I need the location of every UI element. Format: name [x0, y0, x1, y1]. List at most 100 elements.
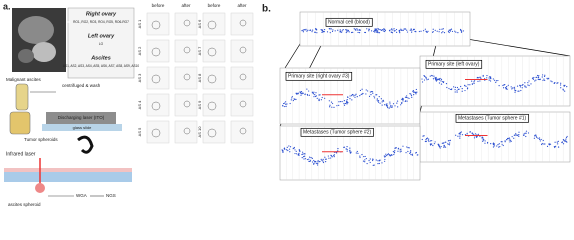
cnv-dot [425, 77, 427, 79]
cnv-dot [415, 92, 417, 94]
cnv-dot [433, 143, 436, 145]
box-title: Right ovary [86, 11, 117, 17]
cnv-dot [301, 153, 303, 156]
cnv-dot [425, 76, 427, 78]
cnv-dot [443, 81, 445, 83]
cnv-dot [377, 28, 379, 30]
cnv-dot [386, 103, 388, 105]
cnv-dot [316, 162, 318, 165]
cnv-dot [533, 76, 535, 79]
cnv-dot [441, 81, 444, 83]
cnv-dot [541, 143, 543, 146]
cnv-dot [342, 29, 344, 31]
cnv-dot [508, 137, 511, 139]
plot-label: Primary site (right ovary #3) [288, 73, 350, 79]
cnv-dot [310, 157, 312, 159]
cnv-dot [324, 97, 326, 99]
cnv-dot [515, 90, 517, 92]
row-label: AS 7 [197, 46, 202, 55]
cnv-dot [480, 77, 482, 79]
cnv-dot [406, 146, 408, 148]
cnv-dot [345, 29, 348, 31]
cnv-dot [432, 30, 434, 33]
cnv-dot [451, 30, 454, 33]
cnv-dot [411, 153, 413, 155]
cnv-dot [316, 161, 318, 163]
cnv-dot [518, 90, 520, 92]
cnv-dot [565, 136, 568, 139]
cnv-dot [457, 32, 459, 34]
cnv-dot [357, 31, 359, 34]
cnv-dot [557, 146, 560, 148]
cnv-dot [423, 79, 426, 81]
row-label: AS 8 [197, 73, 202, 82]
cnv-dot [314, 94, 316, 96]
cnv-dot [402, 29, 404, 31]
cnv-dot [429, 75, 431, 77]
cnv-dot [355, 93, 357, 95]
cnv-dot [422, 30, 425, 32]
cnv-dot [406, 31, 409, 33]
cnv-dot [299, 150, 301, 152]
cnv-dot [366, 28, 368, 30]
cnv-dot [303, 158, 305, 160]
cnv-dot [372, 158, 374, 160]
micrograph [202, 12, 226, 36]
cnv-dot [311, 31, 313, 33]
cnv-dot [316, 29, 318, 31]
cnv-dot [461, 88, 463, 90]
cnv-dot [426, 31, 428, 34]
cell [183, 46, 191, 54]
cnv-dot [337, 29, 339, 31]
cnv-dot [399, 31, 401, 34]
cnv-dot [501, 143, 503, 145]
cnv-dot [464, 133, 466, 136]
cnv-dot [532, 78, 535, 80]
cnv-dot [556, 82, 558, 84]
cnv-dot [290, 99, 292, 101]
row-label: AS 1 [137, 19, 142, 28]
micrograph [174, 66, 198, 90]
row-label: AS 2 [137, 46, 142, 55]
cnv-dot [346, 150, 348, 152]
cnv-dot [474, 133, 477, 135]
cnv-dot [309, 159, 312, 161]
micrograph [146, 93, 170, 117]
cnv-dot [505, 87, 508, 89]
cnv-dot [518, 131, 520, 133]
cnv-dot [410, 94, 413, 97]
cnv-dot [564, 140, 566, 143]
cnv-dot [288, 145, 290, 147]
cnv-dot [356, 29, 358, 31]
cnv-dot [289, 102, 291, 105]
cnv-dot [387, 106, 389, 109]
cnv-dot [415, 151, 417, 154]
cnv-dot [304, 153, 306, 155]
cnv-dot [498, 146, 500, 148]
cnv-dot [327, 155, 329, 157]
cnv-dot [538, 75, 540, 77]
cnv-dot [323, 30, 325, 33]
cnv-dot [382, 99, 384, 101]
cnv-dot [509, 141, 511, 143]
cnv-dot [436, 78, 438, 80]
cnv-dot [447, 143, 449, 145]
cnv-dot [425, 139, 427, 141]
cnv-dot [330, 101, 333, 103]
cnv-dot [390, 105, 392, 107]
cnv-dot [286, 149, 288, 151]
cnv-dot [289, 151, 291, 153]
cnv-dot [499, 145, 501, 148]
cnv-dot [291, 96, 293, 98]
cell [183, 100, 191, 108]
cnv-dot [564, 90, 566, 92]
cnv-dot [353, 28, 355, 30]
workflow-text: WGA [76, 193, 87, 198]
cnv-dot [376, 29, 378, 32]
cnv-dot [394, 150, 396, 152]
cnv-dot [321, 29, 323, 31]
cnv-dot [421, 138, 423, 141]
cnv-dot [517, 90, 519, 92]
cnv-dot [309, 156, 311, 158]
cnv-dot [295, 150, 297, 152]
